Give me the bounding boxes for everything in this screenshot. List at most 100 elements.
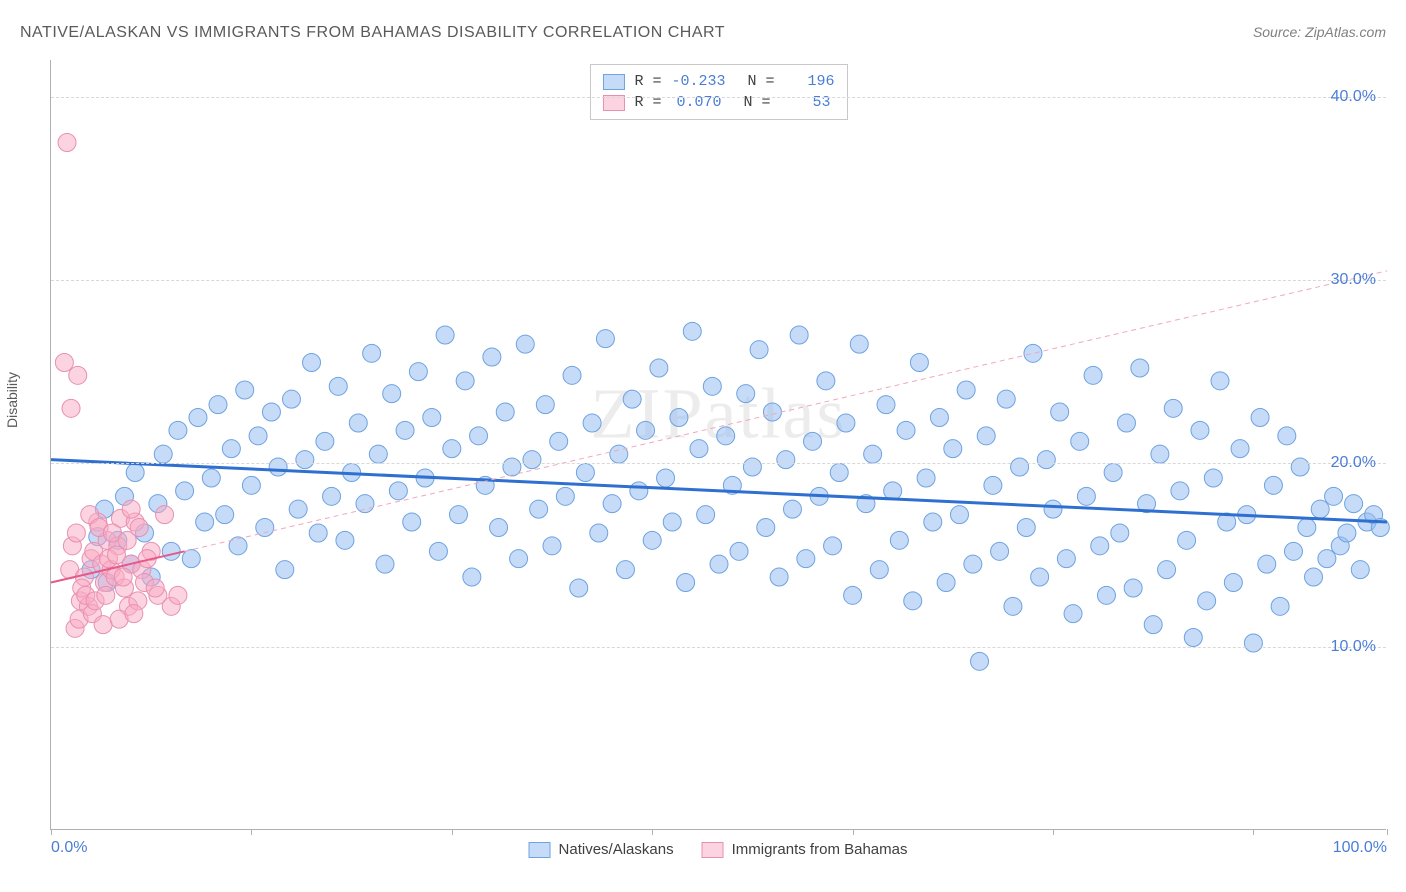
scatter-point: [1084, 366, 1102, 384]
x-tick-mark: [652, 829, 653, 835]
scatter-point: [443, 440, 461, 458]
legend-swatch: [702, 842, 724, 858]
r-value: 0.070: [671, 92, 721, 113]
y-tick-label: 30.0%: [1331, 271, 1376, 289]
scatter-point: [917, 469, 935, 487]
legend-row: R =0.070N =53: [602, 92, 834, 113]
scatter-point: [924, 513, 942, 531]
scatter-point: [937, 574, 955, 592]
scatter-point: [396, 421, 414, 439]
scatter-point: [697, 506, 715, 524]
scatter-point: [824, 537, 842, 555]
scatter-point: [449, 506, 467, 524]
scatter-point: [790, 326, 808, 344]
scatter-point: [643, 531, 661, 549]
scatter-point: [429, 542, 447, 560]
scatter-point: [670, 409, 688, 427]
scatter-point: [189, 409, 207, 427]
scatter-point: [369, 445, 387, 463]
scatter-point: [1031, 568, 1049, 586]
scatter-point: [182, 550, 200, 568]
scatter-point: [154, 445, 172, 463]
n-value: 53: [781, 92, 831, 113]
scatter-point: [376, 555, 394, 573]
scatter-point: [69, 366, 87, 384]
scatter-point: [637, 421, 655, 439]
scatter-point: [890, 531, 908, 549]
scatter-point: [1051, 403, 1069, 421]
scatter-point: [1004, 597, 1022, 615]
scatter-point: [710, 555, 728, 573]
scatter-point: [1017, 519, 1035, 537]
legend-item: Natives/Alaskans: [529, 841, 674, 858]
scatter-point: [1231, 440, 1249, 458]
scatter-point: [623, 390, 641, 408]
scatter-point: [1057, 550, 1075, 568]
scatter-point: [1191, 421, 1209, 439]
scatter-point: [930, 409, 948, 427]
x-tick-mark: [51, 829, 52, 835]
scatter-point: [156, 506, 174, 524]
x-tick-mark: [251, 829, 252, 835]
scatter-point: [957, 381, 975, 399]
scatter-point: [897, 421, 915, 439]
scatter-point: [1298, 519, 1316, 537]
legend-label: Natives/Alaskans: [559, 841, 674, 858]
scatter-point: [122, 500, 140, 518]
scatter-point: [94, 616, 112, 634]
scatter-point: [403, 513, 421, 531]
scatter-point: [1345, 495, 1363, 513]
scatter-point: [1117, 414, 1135, 432]
scatter-point: [236, 381, 254, 399]
scatter-point: [1258, 555, 1276, 573]
gridline: [51, 97, 1386, 98]
scatter-point: [196, 513, 214, 531]
scatter-point: [737, 385, 755, 403]
scatter-point: [1037, 451, 1055, 469]
scatter-point: [276, 561, 294, 579]
scatter-point: [126, 464, 144, 482]
scatter-point: [904, 592, 922, 610]
gridline: [51, 280, 1386, 281]
scatter-point: [1311, 500, 1329, 518]
legend-swatch: [602, 74, 624, 90]
scatter-point: [630, 482, 648, 500]
scatter-point: [229, 537, 247, 555]
legend-series: Natives/AlaskansImmigrants from Bahamas: [529, 841, 908, 858]
scatter-point: [58, 134, 76, 152]
scatter-point: [870, 561, 888, 579]
scatter-point: [997, 390, 1015, 408]
scatter-point: [991, 542, 1009, 560]
scatter-point: [336, 531, 354, 549]
scatter-point: [950, 506, 968, 524]
x-tick-mark: [1053, 829, 1054, 835]
scatter-point: [690, 440, 708, 458]
scatter-point: [349, 414, 367, 432]
scatter-point: [657, 469, 675, 487]
scatter-point: [496, 403, 514, 421]
scatter-point: [884, 482, 902, 500]
scatter-point: [984, 476, 1002, 494]
scatter-point: [1284, 542, 1302, 560]
x-tick-mark: [853, 829, 854, 835]
scatter-point: [763, 403, 781, 421]
scatter-point: [1024, 344, 1042, 362]
n-label: N =: [748, 71, 775, 92]
y-tick-label: 10.0%: [1331, 638, 1376, 656]
scatter-point: [383, 385, 401, 403]
scatter-point: [877, 396, 895, 414]
scatter-point: [910, 354, 928, 372]
scatter-point: [770, 568, 788, 586]
scatter-point: [1318, 550, 1336, 568]
scatter-point: [309, 524, 327, 542]
plot-region: ZIPatlas R =-0.233N =196R =0.070N =53 10…: [50, 60, 1386, 830]
scatter-point: [209, 396, 227, 414]
scatter-point: [570, 579, 588, 597]
scatter-point: [296, 451, 314, 469]
x-tick-mark: [1387, 829, 1388, 835]
scatter-point: [470, 427, 488, 445]
scatter-point: [1111, 524, 1129, 542]
scatter-point: [783, 500, 801, 518]
scatter-point: [1325, 487, 1343, 505]
r-label: R =: [634, 92, 661, 113]
